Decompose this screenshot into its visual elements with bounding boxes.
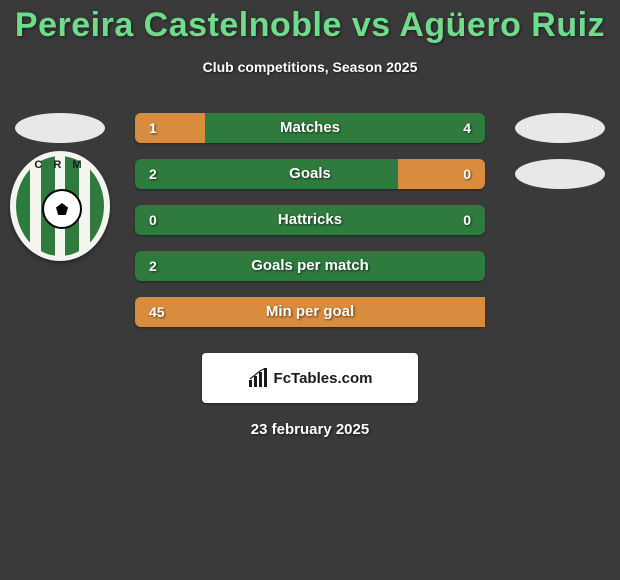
- player-right-slot: [500, 105, 620, 151]
- side-left-empty: [0, 289, 120, 335]
- stat-value-right: 0: [463, 205, 471, 235]
- stat-value-left: 2: [149, 251, 157, 281]
- avatar-placeholder-left: [15, 113, 105, 143]
- stat-row: 45 Min per goal: [0, 289, 620, 335]
- side-right-empty: [500, 197, 620, 243]
- stat-value-left: 0: [149, 205, 157, 235]
- avatar-placeholder-right: [515, 113, 605, 143]
- stat-value-right: 0: [463, 159, 471, 189]
- stats-block: 1 4 Matches C R M: [0, 105, 620, 335]
- stat-row: 2 Goals per match: [0, 243, 620, 289]
- club-left-slot: C R M: [0, 151, 120, 197]
- bar-track: [135, 251, 485, 281]
- side-left-empty: [0, 197, 120, 243]
- stat-row: 1 4 Matches: [0, 105, 620, 151]
- side-left-empty: [0, 243, 120, 289]
- club-badge-letters: C R M: [10, 159, 110, 171]
- stat-value-right: 4: [463, 113, 471, 143]
- stat-bar-goals: 2 0 Goals: [135, 159, 485, 189]
- stat-row: C R M 2 0 Goals: [0, 151, 620, 197]
- branding-text: FcTables.com: [274, 370, 373, 387]
- player-left-slot: [0, 105, 120, 151]
- bar-track: [135, 205, 485, 235]
- side-right-empty: [500, 243, 620, 289]
- branding-card[interactable]: FcTables.com: [202, 353, 418, 403]
- club-placeholder-right: [515, 159, 605, 189]
- comparison-card: Pereira Castelnoble vs Agüero Ruiz Club …: [0, 6, 620, 580]
- stat-value-left: 1: [149, 113, 157, 143]
- bar-fill-left: [135, 297, 485, 327]
- stat-bar-hattricks: 0 0 Hattricks: [135, 205, 485, 235]
- date-text: 23 february 2025: [0, 421, 620, 438]
- bar-chart-icon: [248, 368, 268, 388]
- stat-bar-matches: 1 4 Matches: [135, 113, 485, 143]
- stat-value-left: 45: [149, 297, 165, 327]
- stat-bar-gpm: 2 Goals per match: [135, 251, 485, 281]
- bar-fill-right: [398, 159, 486, 189]
- stat-bar-mpg: 45 Min per goal: [135, 297, 485, 327]
- club-right-slot: [500, 151, 620, 197]
- subtitle: Club competitions, Season 2025: [0, 59, 620, 75]
- page-title: Pereira Castelnoble vs Agüero Ruiz: [0, 6, 620, 45]
- stat-value-left: 2: [149, 159, 157, 189]
- side-right-empty: [500, 289, 620, 335]
- bar-fill-left: [135, 113, 205, 143]
- stat-row: 0 0 Hattricks: [0, 197, 620, 243]
